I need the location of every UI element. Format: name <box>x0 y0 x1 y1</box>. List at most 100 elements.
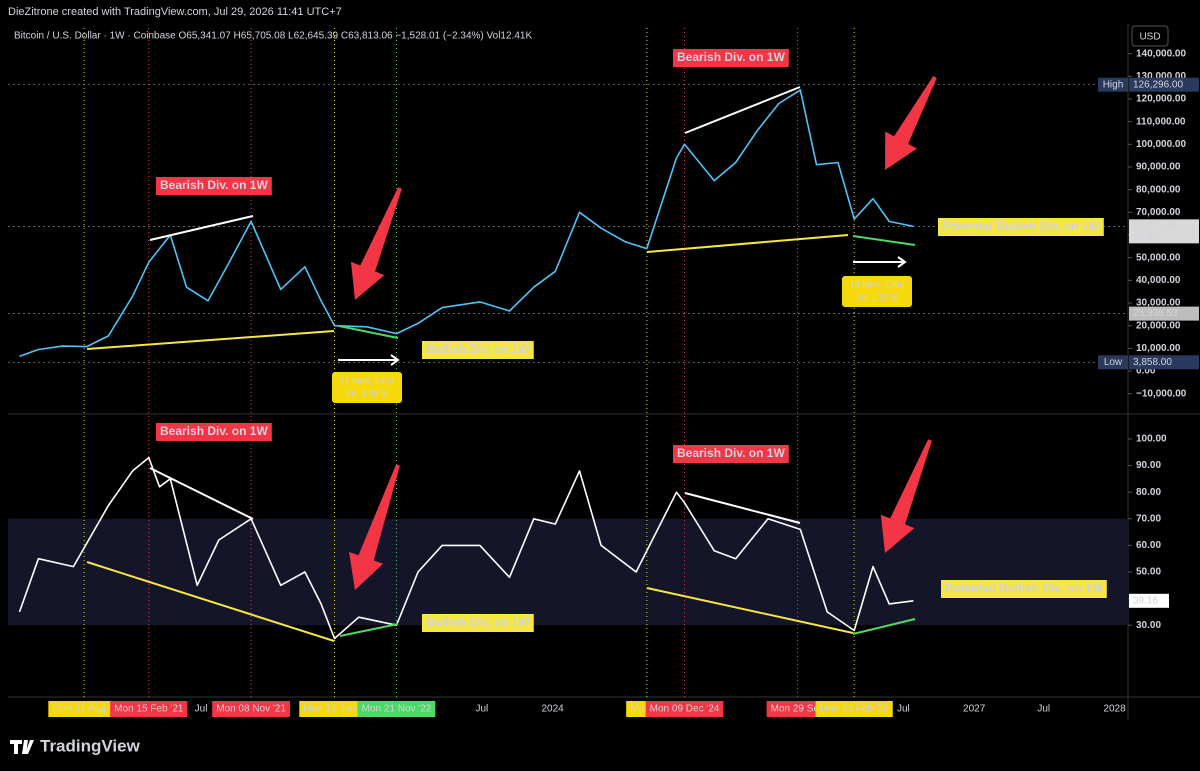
x-tick-label: Jul <box>195 704 208 715</box>
annotation: Bearish Div. on 1W <box>160 178 268 192</box>
y-tick-label: −10,000.00 <box>1136 388 1187 399</box>
measure-vol: Vol 3.96 M <box>346 388 389 398</box>
trend-line <box>339 623 399 637</box>
trend-line <box>852 235 916 246</box>
series-line <box>19 89 914 358</box>
y-tick-label: 100,000.00 <box>1136 139 1186 150</box>
annotation-box <box>156 423 272 441</box>
price-tag <box>1129 219 1199 244</box>
series-line <box>18 456 914 640</box>
x-tick-label: 2027 <box>963 704 986 715</box>
annotation-box <box>941 580 1107 598</box>
measure-box <box>842 276 912 307</box>
price-tag <box>1129 355 1199 370</box>
y-tick-label: 40,000.00 <box>1136 275 1181 286</box>
measure-box <box>332 372 402 403</box>
trend-line <box>86 330 335 350</box>
price-tag-label: 63,813.06 <box>1133 221 1178 232</box>
x-tick-label: Mon 13 Jun '2 <box>303 704 366 715</box>
price-tag-kind-label: High <box>1103 79 1124 90</box>
x-tick-badge <box>212 701 290 717</box>
annotation: Potential Bullish Div. on 1W <box>945 581 1103 595</box>
callout-arrow <box>349 464 400 590</box>
trend-line <box>684 86 801 134</box>
measure-text: 18 bars, 126d <box>849 279 904 289</box>
trend-line <box>149 467 254 520</box>
callout-arrow <box>885 76 937 170</box>
y-tick-label: 80,000.00 <box>1136 184 1181 195</box>
price-tag-label: 25,338.53 <box>1133 308 1178 319</box>
y-tick-label: 50.00 <box>1136 567 1161 578</box>
x-tick-badge <box>110 701 188 717</box>
logo: TradingView <box>10 736 141 755</box>
trend-line <box>338 325 399 339</box>
trend-line <box>852 618 916 635</box>
logo-icon <box>10 740 34 754</box>
y-tick-label: 80.00 <box>1136 487 1161 498</box>
annotation-box <box>156 177 272 195</box>
annotation: Bullish Div. on 1W <box>426 615 530 629</box>
y-tick-label: 140,000.00 <box>1136 48 1186 59</box>
credit: DieZitrone created with TradingView.com,… <box>8 6 342 18</box>
last-value-label: 39.16 <box>1133 595 1158 606</box>
annotation: Bearish Div. on 1W <box>677 446 785 460</box>
currency-box <box>1131 25 1169 47</box>
annotation: Bearish Div. on 1W <box>677 50 785 64</box>
annotation: Bearish Div. on 1W <box>160 424 268 438</box>
y-tick-label: 30,000.00 <box>1136 298 1181 309</box>
y-tick-label: 70.00 <box>1136 513 1161 524</box>
price-tag-kind <box>1098 77 1128 92</box>
y-tick-label: 10,000.00 <box>1136 343 1181 354</box>
x-tick-label: Mon 21 Nov '22 <box>362 704 432 715</box>
range-arrow-head <box>390 354 400 366</box>
price-tag-label: 3,858.00 <box>1133 357 1172 368</box>
y-tick-label: 60.00 <box>1136 540 1161 551</box>
x-tick-badge <box>815 701 893 717</box>
x-tick-label: Mon 08 Nov '21 <box>216 704 286 715</box>
x-tick-badge <box>357 701 436 717</box>
trend-line <box>149 215 254 241</box>
callout-arrow <box>880 439 932 553</box>
x-tick-label: Mon 31 Aug '2 <box>52 704 116 715</box>
price-tag <box>1129 306 1199 321</box>
x-tick-badge <box>645 701 724 717</box>
y-tick-label: 130,000.00 <box>1136 71 1186 82</box>
annotation: Bullish Div. on 1W <box>426 342 530 356</box>
y-tick-label: 0.00 <box>1136 366 1156 377</box>
rsi-band <box>8 518 1128 626</box>
x-tick-label: 2028 <box>1103 704 1126 715</box>
y-tick-label: 90,000.00 <box>1136 162 1181 173</box>
x-tick-label: Mon 15 Feb '21 <box>114 704 184 715</box>
y-tick-label: 50,000.00 <box>1136 252 1181 263</box>
y-tick-label: 20,000.00 <box>1136 320 1181 331</box>
annotation-box <box>422 614 534 632</box>
trend-line <box>86 561 335 642</box>
price-tag-kind-label: Low <box>1104 357 1123 368</box>
x-tick-label: Mon 29 Sep <box>771 704 825 715</box>
y-tick-label: 70,000.00 <box>1136 207 1181 218</box>
annotation-box <box>422 341 534 359</box>
price-tag-kind <box>1098 355 1128 370</box>
price-tag-note: 4d 20h <box>1133 232 1164 243</box>
y-tick-label: 30.00 <box>1136 620 1161 631</box>
last-value-tag <box>1129 593 1169 608</box>
x-tick-label: Mon 09 Dec '24 <box>650 704 720 715</box>
currency: USD <box>1139 32 1160 43</box>
symbol-info: Bitcoin / U.S. Dollar · 1W · Coinbase O6… <box>14 31 532 42</box>
y-tick-label: 120,000.00 <box>1136 94 1186 105</box>
x-tick-label: 2024 <box>541 704 564 715</box>
y-tick-label: 110,000.00 <box>1136 116 1186 127</box>
range-arrow-head <box>897 256 907 268</box>
measure-text: 21 bars, 147d <box>339 375 394 385</box>
price-tag-label: 126,296.00 <box>1133 79 1183 90</box>
measure-vol: Vol 1.15 M <box>856 292 899 302</box>
y-tick-label: 90.00 <box>1136 460 1161 471</box>
annotation: Potential Bullish Div. on 1W <box>942 219 1100 233</box>
price-tag <box>1129 77 1199 92</box>
x-tick-label: Mon 23 Feb '26 <box>820 704 890 715</box>
annotation-box <box>673 49 789 67</box>
trend-line <box>646 587 854 634</box>
x-tick-label: Jul <box>897 704 910 715</box>
